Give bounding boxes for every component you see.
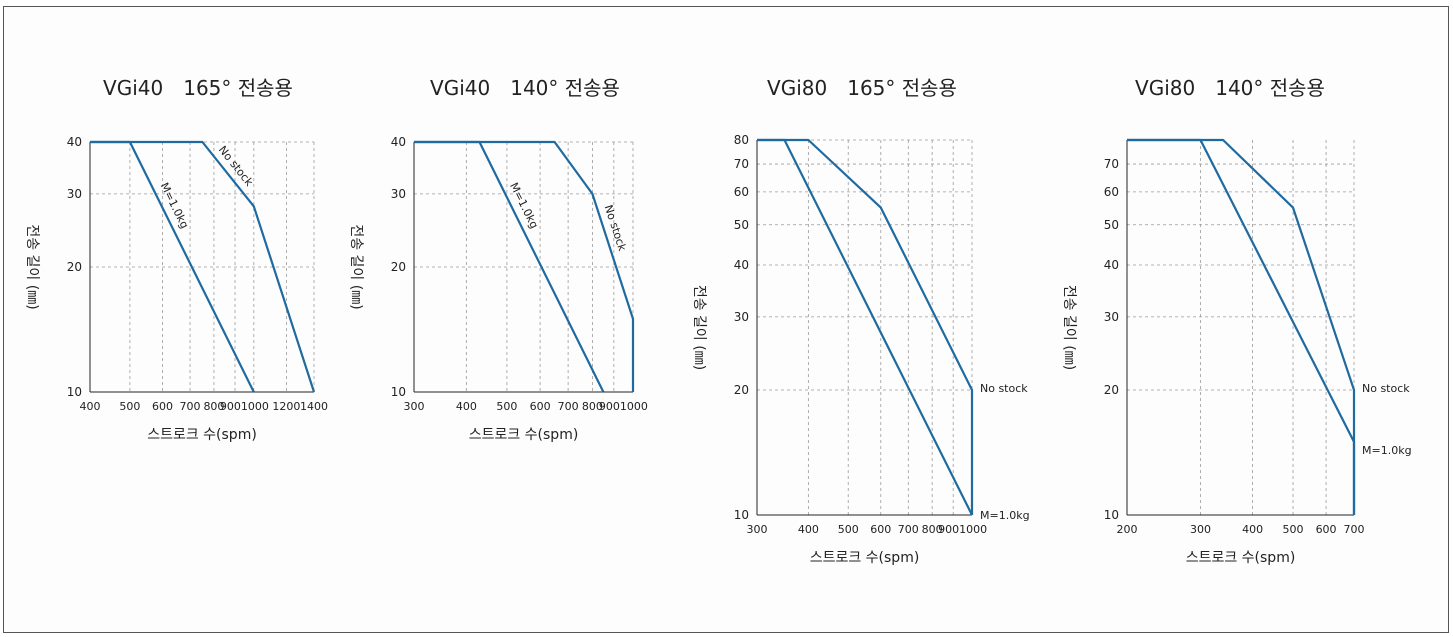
- x-tick-label: 600: [1316, 523, 1337, 536]
- y-tick-label: 20: [67, 260, 82, 274]
- x-tick-label: 300: [1190, 523, 1211, 536]
- chart-title: VGi40 140° 전송용: [430, 76, 620, 100]
- x-tick-label: 400: [456, 400, 477, 413]
- y-tick-label: 30: [734, 310, 749, 324]
- x-tick-label: 1200: [272, 400, 300, 413]
- y-tick-label: 20: [391, 260, 406, 274]
- x-tick-label: 800: [203, 400, 224, 413]
- x-tick-label: 800: [582, 400, 603, 413]
- x-tick-label: 500: [119, 400, 140, 413]
- y-tick-label: 50: [1104, 218, 1119, 232]
- series-label: M=1.0kg: [980, 509, 1030, 522]
- x-tick-label: 300: [404, 400, 425, 413]
- x-tick-label: 600: [870, 523, 891, 536]
- chart-title: VGi40 165° 전송용: [103, 76, 293, 100]
- x-tick-label: 500: [838, 523, 859, 536]
- y-tick-label: 30: [67, 187, 82, 201]
- x-tick-label: 700: [180, 400, 201, 413]
- y-tick-label: 20: [1104, 383, 1119, 397]
- y-tick-label: 30: [391, 187, 406, 201]
- y-tick-label: 20: [734, 383, 749, 397]
- x-tick-label: 700: [558, 400, 579, 413]
- y-tick-label: 10: [734, 508, 749, 522]
- x-axis-title: 스트로크 수(spm): [469, 427, 579, 443]
- x-tick-label: 800: [922, 523, 943, 536]
- x-tick-label: 9001000: [599, 400, 648, 413]
- y-axis-title: 전송 길이 (㎜): [24, 224, 40, 309]
- x-tick-label: 400: [80, 400, 101, 413]
- series-label: No stock: [1362, 382, 1410, 395]
- y-tick-label: 10: [1104, 508, 1119, 522]
- x-tick-label: 400: [1242, 523, 1263, 536]
- x-tick-label: 600: [530, 400, 551, 413]
- y-axis-title: 전송 길이 (㎜): [1061, 285, 1077, 370]
- x-tick-label: 500: [1283, 523, 1304, 536]
- series-line-no-stock: [1127, 138, 1356, 515]
- x-tick-label: 9001000: [938, 523, 987, 536]
- y-tick-label: 70: [1104, 157, 1119, 171]
- x-tick-label: 400: [798, 523, 819, 536]
- series-label: M=1.0kg: [1362, 444, 1412, 457]
- series-label: No stock: [980, 382, 1028, 395]
- x-tick-label: 700: [1344, 523, 1365, 536]
- series-line-no-stock: [414, 140, 635, 392]
- y-tick-label: 10: [67, 385, 82, 399]
- series-line-m1kg: [1127, 138, 1356, 515]
- x-tick-label: 1400: [300, 400, 328, 413]
- x-axis-title: 스트로크 수(spm): [1186, 550, 1296, 566]
- series-line-no-stock: [90, 140, 316, 393]
- y-tick-label: 40: [67, 135, 82, 149]
- chart-title: VGi80 140° 전송용: [1135, 76, 1325, 100]
- y-tick-label: 60: [734, 185, 749, 199]
- x-axis-title: 스트로크 수(spm): [810, 550, 920, 566]
- series-line-no-stock: [757, 138, 974, 515]
- x-tick-label: 9001000: [220, 400, 269, 413]
- x-tick-label: 600: [152, 400, 173, 413]
- y-tick-label: 40: [734, 258, 749, 272]
- y-axis-title: 전송 길이 (㎜): [691, 285, 707, 370]
- x-tick-label: 300: [747, 523, 768, 536]
- x-tick-label: 500: [496, 400, 517, 413]
- x-tick-label: 200: [1117, 523, 1138, 536]
- figure-frame: [3, 6, 1449, 633]
- y-tick-label: 40: [1104, 258, 1119, 272]
- y-tick-label: 50: [734, 218, 749, 232]
- chart-4: VGi80 140° 전송용 200 300 400 500 600 700 10 20 30 40…: [1061, 76, 1412, 566]
- x-tick-label: 700: [898, 523, 919, 536]
- y-tick-label: 70: [734, 157, 749, 171]
- y-tick-label: 40: [391, 135, 406, 149]
- y-tick-label: 80: [734, 133, 749, 147]
- series-line-m1kg: [414, 140, 605, 393]
- y-tick-label: 60: [1104, 185, 1119, 199]
- x-axis-title: 스트로크 수(spm): [147, 427, 257, 443]
- series-label: No stock: [602, 203, 629, 253]
- chart-title: VGi80 165° 전송용: [767, 76, 957, 100]
- y-tick-label: 10: [391, 385, 406, 399]
- y-tick-label: 30: [1104, 310, 1119, 324]
- y-axis-title: 전송 길이 (㎜): [348, 224, 364, 309]
